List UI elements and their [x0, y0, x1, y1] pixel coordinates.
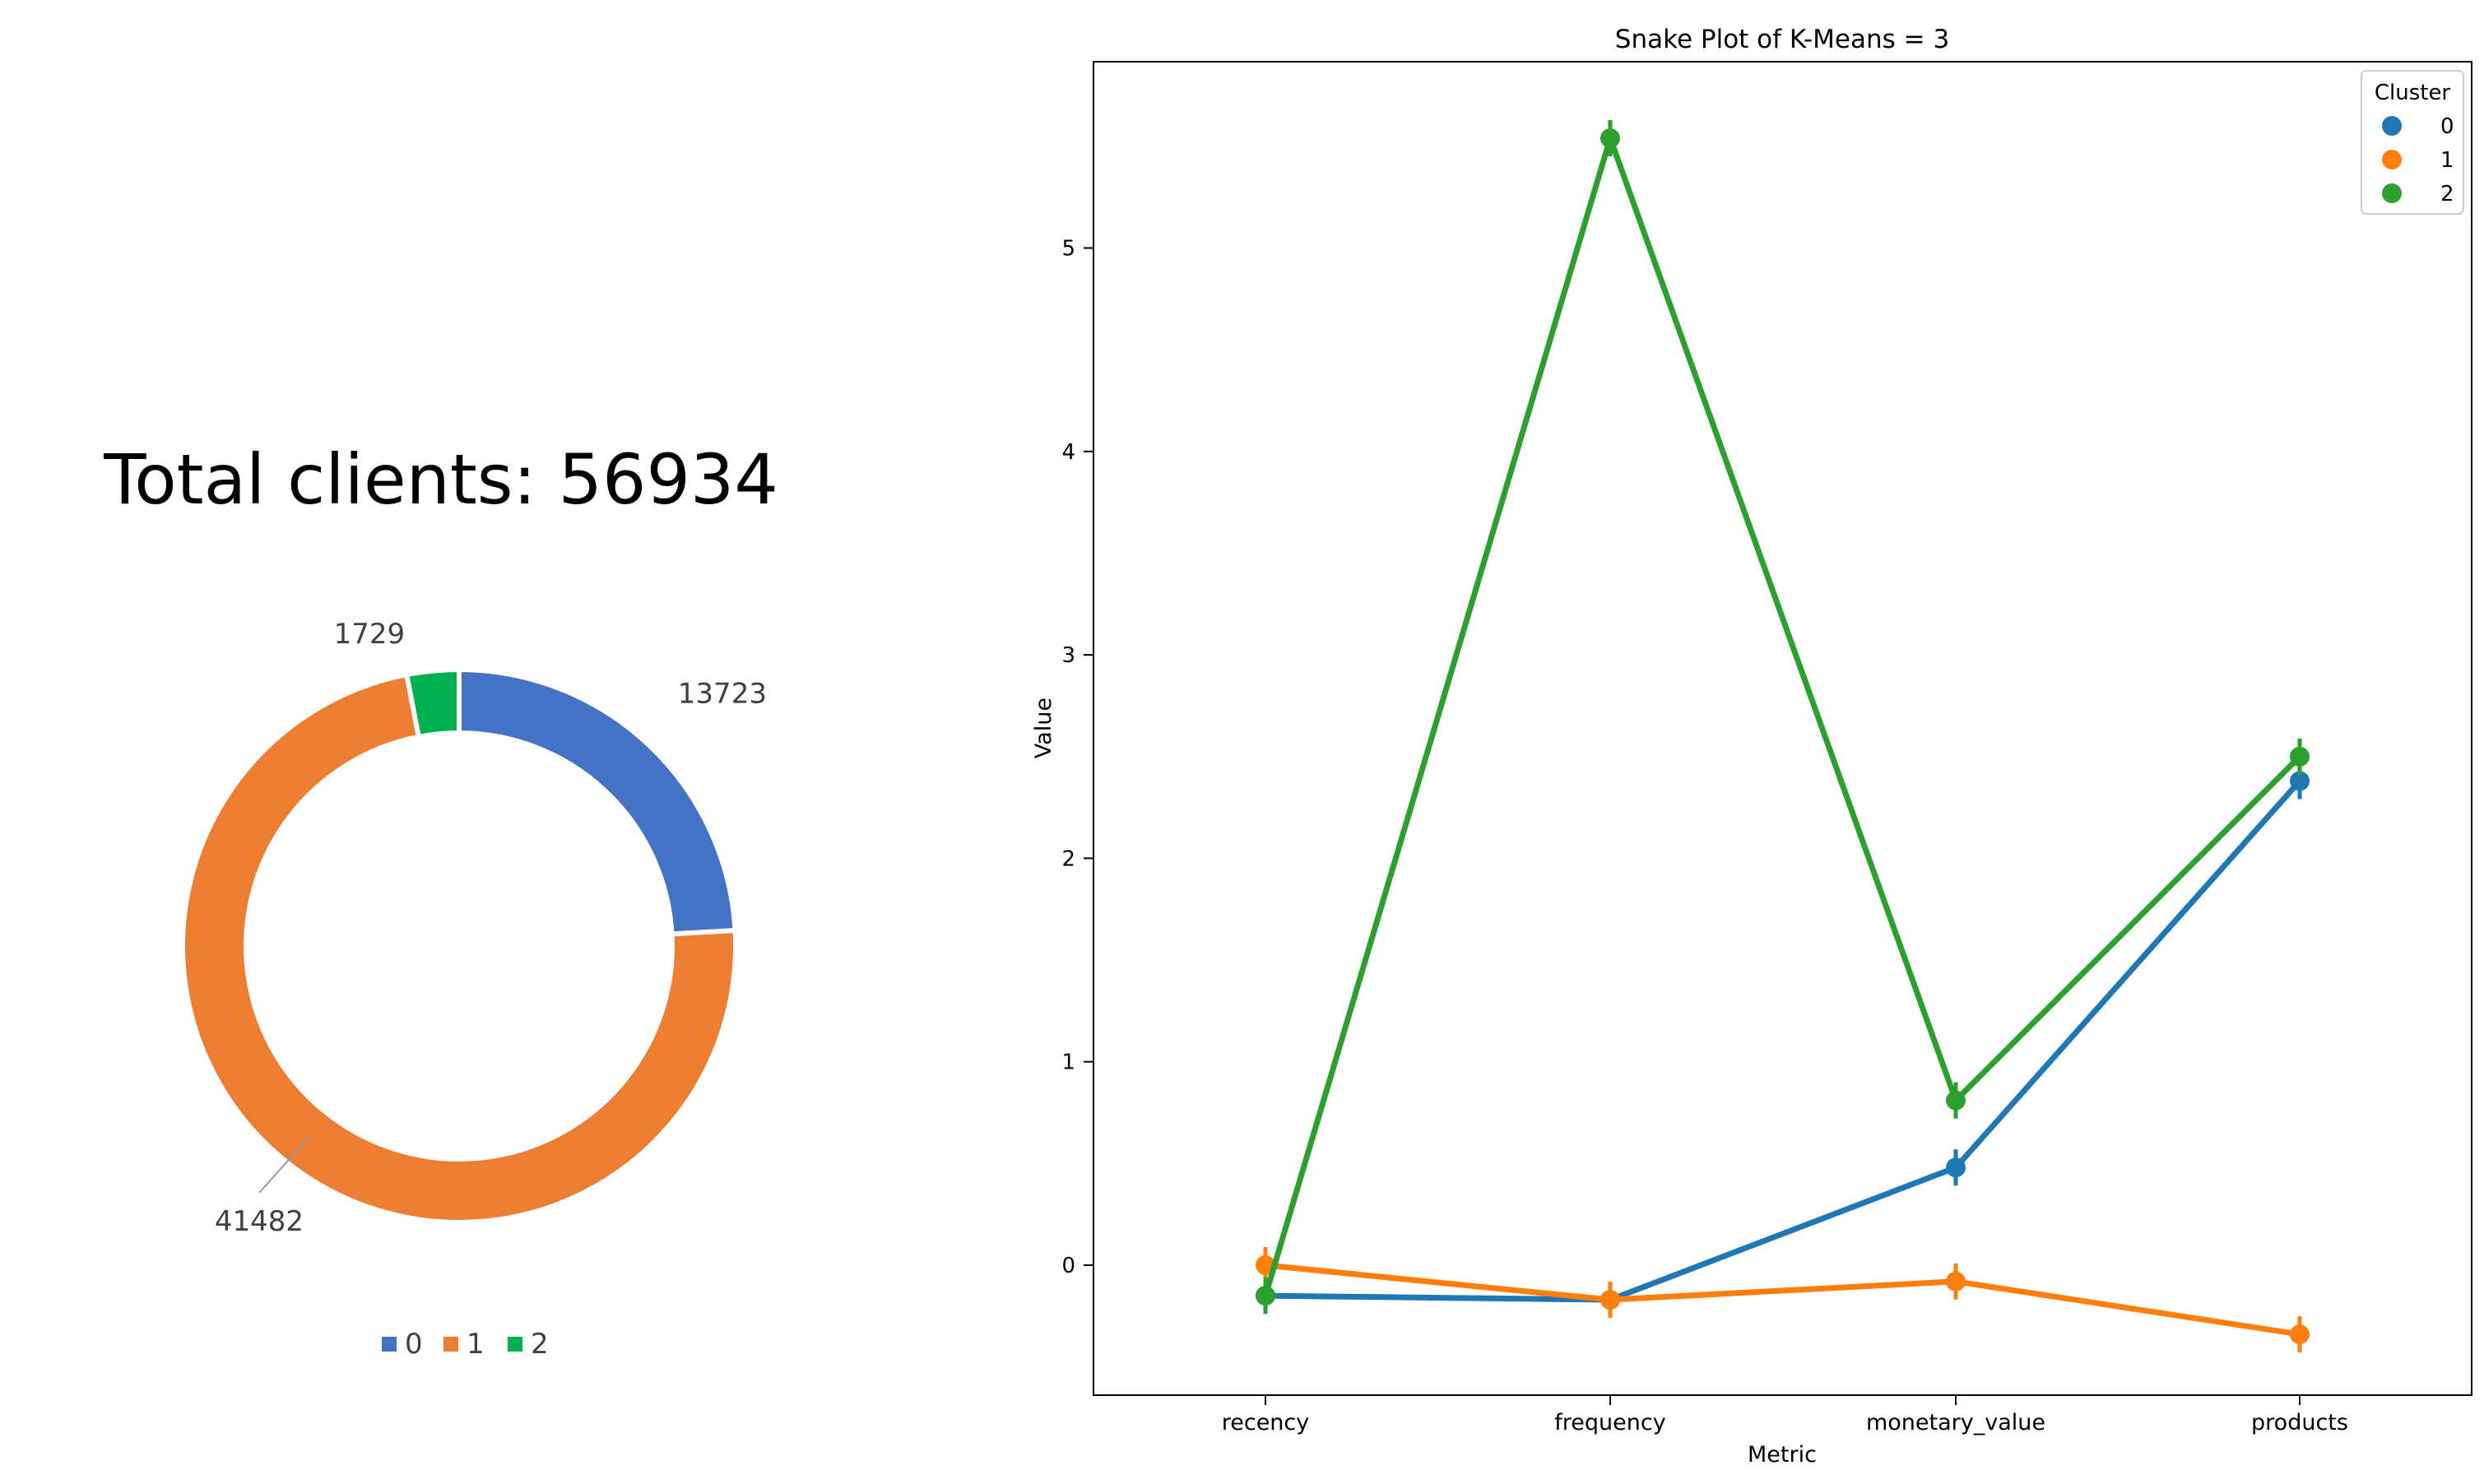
x-axis-ticks: recency frequency monetary_value products — [1222, 1395, 2348, 1435]
donut-legend: 0 1 2 — [382, 1328, 549, 1361]
legend-title: Cluster — [2375, 81, 2451, 105]
y-tick-label: 0 — [1061, 1254, 1075, 1278]
data-point-cluster-1 — [1946, 1271, 1966, 1292]
legend-label-cluster-0: 0 — [2440, 114, 2454, 139]
series-line-cluster-0 — [1265, 779, 2302, 1303]
snake-plot-panel: Snake Plot of K-Means = 3 0 1 2 3 4 5 recency… — [1031, 25, 2472, 1468]
donut-data-label-2: 1729 — [334, 618, 406, 651]
y-tick-label: 1 — [1061, 1050, 1075, 1075]
donut-data-labels: 13723 41482 1729 — [215, 618, 767, 1238]
y-axis-label: Value — [1031, 698, 1056, 758]
donut-data-label-1: 41482 — [215, 1205, 304, 1238]
donut-slices — [180, 666, 738, 1225]
legend-swatch-2 — [508, 1337, 522, 1352]
x-tick-label-recency: recency — [1222, 1410, 1310, 1435]
data-point-cluster-2 — [2290, 746, 2310, 767]
y-tick-label: 4 — [1061, 440, 1075, 465]
y-tick-label: 3 — [1061, 643, 1075, 668]
legend-marker-cluster-2 — [2382, 183, 2402, 203]
donut-slice-1 — [180, 671, 738, 1225]
legend-swatch-1 — [443, 1337, 458, 1352]
y-tick-label: 5 — [1061, 237, 1075, 262]
series-line-cluster-1 — [1265, 1262, 2301, 1338]
data-point-cluster-0 — [1946, 1157, 1966, 1178]
legend-label-cluster-2: 2 — [2440, 182, 2454, 206]
data-point-cluster-2 — [1256, 1286, 1275, 1306]
y-axis-ticks: 0 1 2 3 4 5 — [1061, 237, 1093, 1278]
legend-marker-cluster-1 — [2382, 150, 2402, 169]
x-tick-label-products: products — [2251, 1410, 2348, 1435]
plot-area-frame — [1093, 61, 2472, 1396]
x-tick-label-frequency: frequency — [1554, 1410, 1665, 1435]
donut-data-label-0: 13723 — [678, 678, 767, 711]
donut-chart-title: Total clients: 56934 — [103, 439, 778, 520]
data-point-cluster-0 — [2290, 771, 2310, 791]
series-cluster-2 — [1256, 119, 2310, 1315]
legend-label-cluster-1: 1 — [2440, 148, 2454, 173]
legend-label-0: 0 — [405, 1328, 423, 1361]
legend-box — [2361, 70, 2464, 215]
legend-marker-cluster-0 — [2382, 116, 2402, 136]
y-tick-label: 2 — [1061, 846, 1075, 871]
x-tick-label-monetary_value: monetary_value — [1866, 1410, 2045, 1435]
series-line-cluster-2 — [1262, 135, 2302, 1297]
legend-label-2: 2 — [531, 1328, 549, 1361]
data-point-cluster-2 — [1946, 1090, 1966, 1111]
donut-leader-line — [258, 1137, 309, 1194]
series-cluster-0 — [1256, 763, 2310, 1319]
series-lines — [1256, 119, 2310, 1353]
cluster-legend: Cluster 0 1 2 — [2361, 70, 2464, 215]
legend-label-1: 1 — [467, 1328, 485, 1361]
x-axis-label: Metric — [1748, 1442, 1817, 1468]
donut-chart-panel: Total clients: 56934 13723 41482 1729 0 1 2 — [103, 439, 778, 1361]
donut-slice-2 — [403, 666, 462, 740]
data-point-cluster-1 — [1600, 1290, 1620, 1310]
series-cluster-1 — [1256, 1247, 2310, 1353]
data-point-cluster-1 — [2290, 1324, 2310, 1345]
legend-swatch-0 — [382, 1337, 397, 1352]
snake-plot-title: Snake Plot of K-Means = 3 — [1615, 25, 1949, 54]
data-point-cluster-2 — [1600, 128, 1620, 148]
